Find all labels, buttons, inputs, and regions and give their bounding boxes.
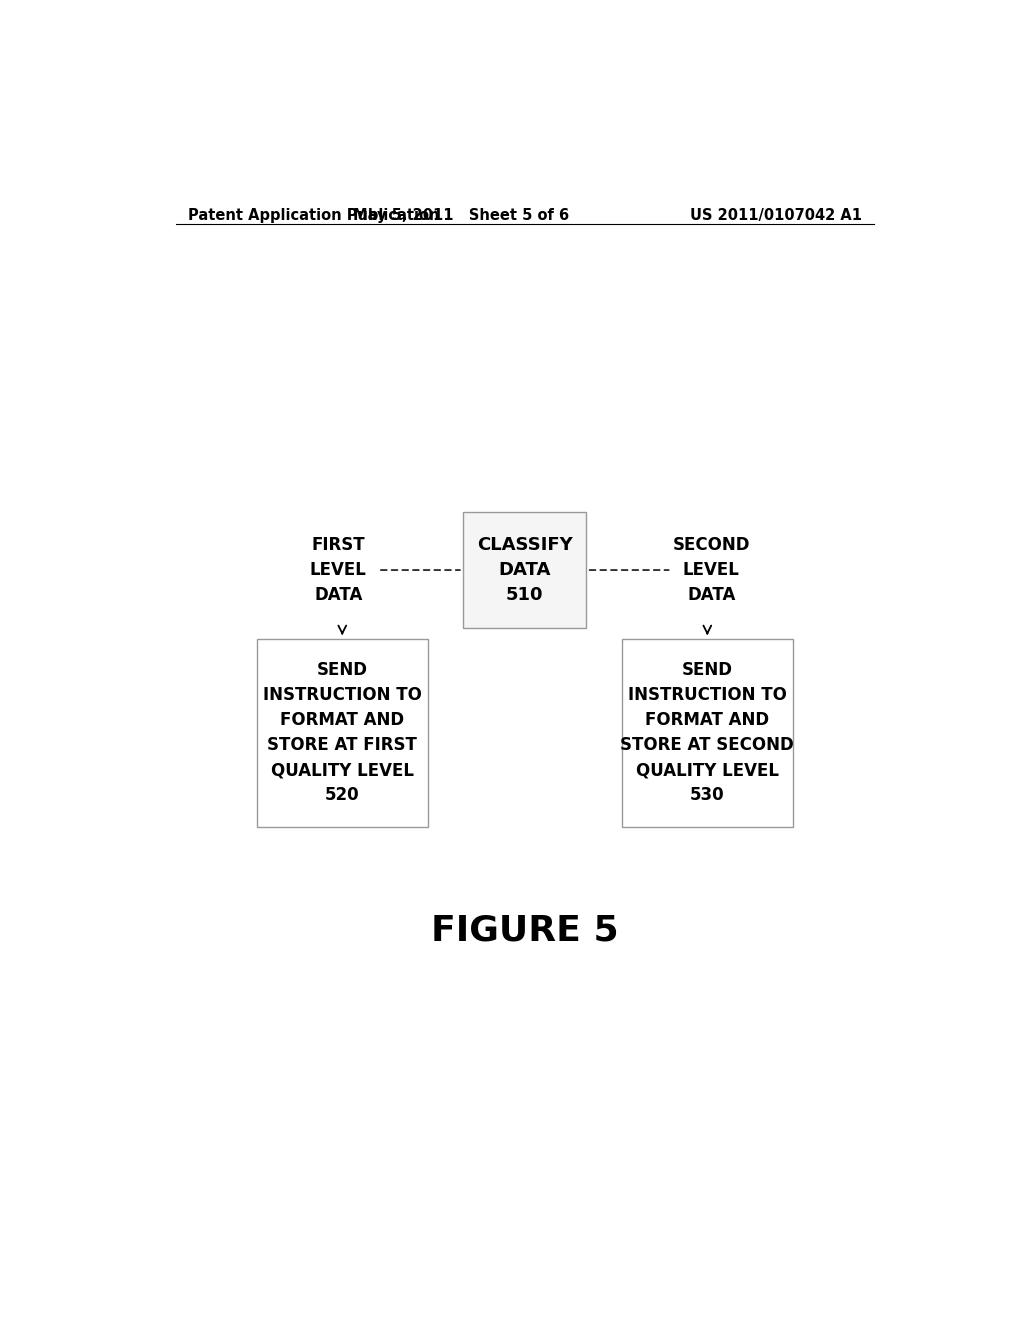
- Text: May 5, 2011   Sheet 5 of 6: May 5, 2011 Sheet 5 of 6: [353, 207, 569, 223]
- Text: SEND
INSTRUCTION TO
FORMAT AND
STORE AT FIRST
QUALITY LEVEL
520: SEND INSTRUCTION TO FORMAT AND STORE AT …: [263, 661, 422, 804]
- Text: SECOND
LEVEL
DATA: SECOND LEVEL DATA: [673, 536, 750, 605]
- Bar: [622, 639, 793, 826]
- Text: SEND
INSTRUCTION TO
FORMAT AND
STORE AT SECOND
QUALITY LEVEL
530: SEND INSTRUCTION TO FORMAT AND STORE AT …: [621, 661, 795, 804]
- Text: CLASSIFY
DATA
510: CLASSIFY DATA 510: [477, 536, 572, 605]
- Bar: [463, 512, 587, 628]
- Bar: [257, 639, 428, 826]
- Text: FIGURE 5: FIGURE 5: [431, 913, 618, 948]
- Text: US 2011/0107042 A1: US 2011/0107042 A1: [690, 207, 862, 223]
- Text: FIRST
LEVEL
DATA: FIRST LEVEL DATA: [310, 536, 367, 605]
- Text: Patent Application Publication: Patent Application Publication: [187, 207, 439, 223]
